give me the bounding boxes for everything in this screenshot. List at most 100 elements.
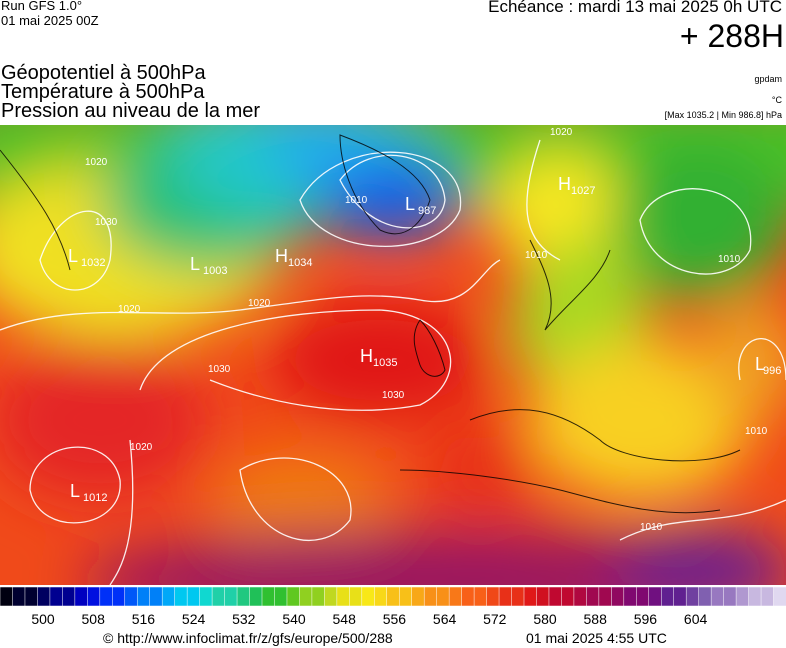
colorbar-tick-label: 500: [31, 611, 55, 627]
colorbar-swatch: [461, 586, 475, 607]
center-letter: L: [755, 354, 765, 374]
colorbar-swatch: [224, 586, 238, 607]
center-value: 1032: [81, 257, 105, 269]
run: Run GFS 1.0°: [1, 0, 83, 13]
colorbar-swatch: [623, 586, 638, 607]
colorbar-swatch: [261, 586, 276, 607]
center-value: 1034: [288, 257, 312, 269]
colorbar-swatch: [511, 586, 525, 607]
generated: 01 mai 2025 4:55 UTC: [526, 630, 667, 646]
colorbar-tick-label: 596: [634, 611, 658, 627]
colorbar-swatch: [735, 586, 750, 607]
center-letter: H: [360, 346, 373, 366]
isobar-label: 1020: [550, 127, 573, 138]
source: © http://www.infoclimat.fr/z/gfs/europe/…: [103, 630, 393, 646]
colorbar-swatch: [349, 586, 363, 607]
colorbar-tick-label: 564: [433, 611, 457, 627]
isobar-label: 1020: [118, 304, 141, 315]
colorbar-swatch: [773, 586, 786, 607]
colorbar-tick-label: 556: [383, 611, 407, 627]
colorbar-swatch: [698, 586, 712, 607]
isobar-label: 1010: [525, 250, 548, 261]
colorbar-swatch: [723, 586, 737, 607]
colorbar-tick-label: 532: [232, 611, 256, 627]
colorbar-swatch: [598, 586, 613, 607]
colorbar-tick-label: 548: [333, 611, 357, 627]
isobar-label: 1020: [130, 442, 153, 453]
colorbar-tick-label: 572: [483, 611, 507, 627]
colorbar-swatch: [24, 586, 39, 607]
isobar-label: 1010: [640, 522, 663, 533]
colorbar-swatch: [361, 586, 376, 607]
colorbar-swatch: [374, 586, 388, 607]
colorbar-swatch: [573, 586, 588, 607]
colorbar-swatch: [548, 586, 563, 607]
colorbar-swatch: [299, 586, 313, 607]
colorbar-swatch: [74, 586, 89, 607]
colorbar-swatch: [386, 586, 400, 607]
colorbar-swatch: [87, 586, 101, 607]
center-letter: L: [190, 254, 200, 274]
colorbar-swatch: [523, 586, 538, 607]
colorbar-swatch: [611, 586, 625, 607]
colorbar-swatch: [274, 586, 288, 607]
colorbar-swatch: [199, 586, 213, 607]
center-value: 1012: [83, 492, 107, 504]
colorbar-swatch: [398, 586, 413, 607]
colorbar-swatch: [112, 586, 126, 607]
isobar-label: 1010: [718, 254, 741, 265]
colorbar-swatch: [136, 586, 151, 607]
run-date: 01 mai 2025 00Z: [1, 13, 99, 28]
colorbar-swatch: [336, 586, 351, 607]
center-letter: L: [70, 481, 80, 501]
colorbar-swatch: [311, 586, 326, 607]
echeance: Echéance : mardi 13 mai 2025 0h UTC: [488, 0, 782, 16]
center-letter: H: [558, 174, 571, 194]
unit: gpdam: [754, 74, 782, 84]
center-letter: H: [275, 246, 288, 266]
lead: + 288H: [679, 18, 784, 54]
colorbar-swatch: [411, 586, 425, 607]
center-letter: L: [68, 246, 78, 266]
colorbar-swatch: [498, 586, 513, 607]
colorbar: 500 508 516 524 532 540 548 556 564 572 580 588 596 6…: [0, 586, 786, 627]
colorbar-swatch: [660, 586, 675, 607]
colorbar-swatch: [49, 586, 64, 607]
isobar-label: 1020: [85, 157, 108, 168]
center-value: 996: [763, 365, 781, 377]
colorbar-swatch: [286, 586, 301, 607]
colorbar-swatch: [0, 586, 14, 607]
colorbar-swatch: [561, 586, 575, 607]
isobar-label: 1010: [345, 195, 368, 206]
isobar-label: 1010: [745, 426, 768, 437]
colorbar-swatch: [236, 586, 251, 607]
field: Géopotentiel à 500hPa: [1, 62, 206, 84]
colorbar-swatch: [436, 586, 450, 607]
center-letter: L: [405, 194, 415, 214]
colorbar-swatch: [62, 586, 76, 607]
colorbar-swatch: [636, 586, 650, 607]
colorbar-swatch: [648, 586, 662, 607]
colorbar-tick-label: 580: [533, 611, 557, 627]
colorbar-swatch: [249, 586, 263, 607]
colorbar-tick-label: 540: [282, 611, 306, 627]
colorbar-swatch: [748, 586, 762, 607]
colorbar-swatch: [161, 586, 176, 607]
field: Température à 500hPa: [1, 81, 205, 103]
colorbar-swatch: [685, 586, 700, 607]
colorbar-swatch: [448, 586, 463, 607]
center-value: 1027: [571, 185, 595, 197]
colorbar-tick-label: 516: [132, 611, 156, 627]
colorbar-tick-label: 524: [182, 611, 206, 627]
isobar-label: 1030: [382, 390, 405, 401]
colorbar-swatch: [99, 586, 114, 607]
colorbar-swatch: [124, 586, 138, 607]
isobar-label: 1020: [248, 298, 271, 309]
isobar-label: 1030: [208, 364, 231, 375]
colorbar-tick-label: 588: [584, 611, 608, 627]
colorbar-tick-label: 508: [82, 611, 106, 627]
colorbar-swatch: [211, 586, 226, 607]
colorbar-tick-label: 604: [684, 611, 708, 627]
